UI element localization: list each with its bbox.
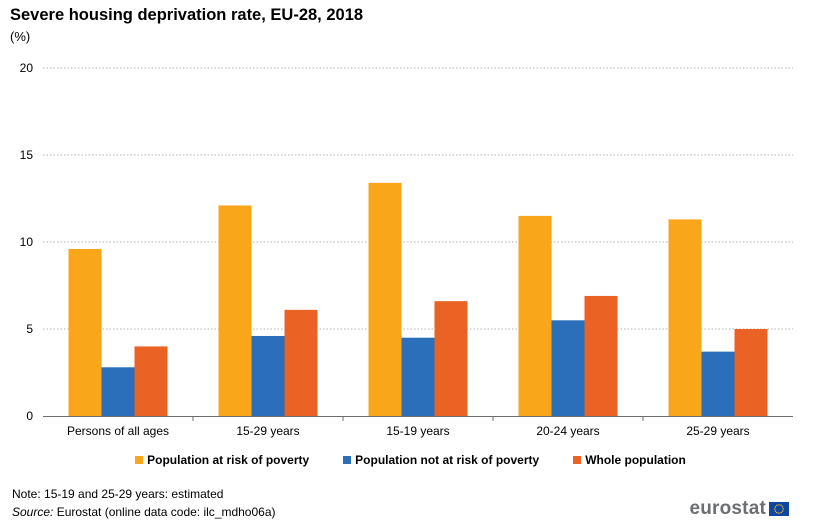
x-tick-label: 20-24 years: [536, 424, 599, 438]
y-tick-label: 0: [26, 409, 33, 423]
y-tick-label: 5: [26, 322, 33, 336]
bar: [668, 219, 702, 416]
eurostat-logo: eurostat: [689, 498, 789, 520]
legend-label-whole: Whole population: [585, 453, 686, 467]
bar: [401, 337, 435, 416]
x-tick-label: 15-29 years: [236, 424, 299, 438]
y-tick-label: 15: [20, 148, 34, 162]
bar: [68, 248, 102, 416]
eu-flag-star: [774, 508, 776, 510]
x-tick-label: Persons of all ages: [67, 424, 169, 438]
bar-chart: 0 5 10 15 20 Persons of all ages 15-29 years 15…: [20, 61, 793, 438]
bar: [368, 182, 402, 416]
eu-flag-star: [780, 511, 782, 514]
bar: [251, 335, 285, 416]
bar: [134, 346, 168, 416]
eu-flag-star: [774, 510, 777, 512]
eu-flag-star: [778, 504, 780, 506]
eu-flag-star: [774, 506, 777, 508]
legend-swatch-at-risk: [135, 456, 144, 464]
bar: [551, 320, 585, 416]
source-label: Source:: [12, 505, 54, 519]
legend-item-not-at-risk: Population not at risk of poverty: [343, 453, 539, 467]
eu-flag-star: [781, 510, 784, 512]
legend-label-not-at-risk: Population not at risk of poverty: [355, 453, 540, 467]
x-tick-label: 25-29 years: [686, 424, 749, 438]
legend-item-whole: Whole population: [573, 453, 686, 467]
eu-flag-star: [778, 512, 780, 514]
bar: [101, 367, 135, 416]
legend-label-at-risk: Population at risk of poverty: [147, 453, 310, 467]
eu-flag-star: [782, 508, 784, 510]
eu-flag-star: [780, 504, 782, 507]
bar: [584, 295, 618, 416]
bar: [434, 301, 468, 416]
source-text: Eurostat (online data code: ilc_mdho06a): [53, 505, 276, 519]
legend: Population at risk of poverty Population…: [0, 453, 821, 467]
legend-swatch-not-at-risk: [343, 456, 352, 464]
eu-flag-icon: [769, 502, 789, 516]
x-tick-label: 15-19 years: [386, 424, 449, 438]
eu-flag-star: [781, 506, 784, 508]
chart-title: Severe housing deprivation rate, EU-28, …: [10, 6, 364, 24]
eu-flag-star: [776, 504, 778, 507]
legend-item-at-risk: Population at risk of poverty: [135, 453, 309, 467]
legend-swatch-whole: [573, 456, 582, 464]
logo-text: eurostat: [689, 498, 766, 519]
bar: [284, 309, 318, 416]
chart-source: Source: Eurostat (online data code: ilc_…: [12, 505, 276, 519]
chart-note: Note: 15-19 and 25-29 years: estimated: [12, 487, 224, 501]
bar: [518, 215, 552, 416]
bar: [701, 351, 735, 416]
bar: [734, 329, 768, 416]
bar: [218, 205, 252, 416]
eu-flag-star: [776, 511, 778, 514]
y-tick-label: 20: [20, 61, 34, 75]
y-tick-label: 10: [20, 235, 34, 249]
chart-unit: (%): [10, 29, 31, 44]
